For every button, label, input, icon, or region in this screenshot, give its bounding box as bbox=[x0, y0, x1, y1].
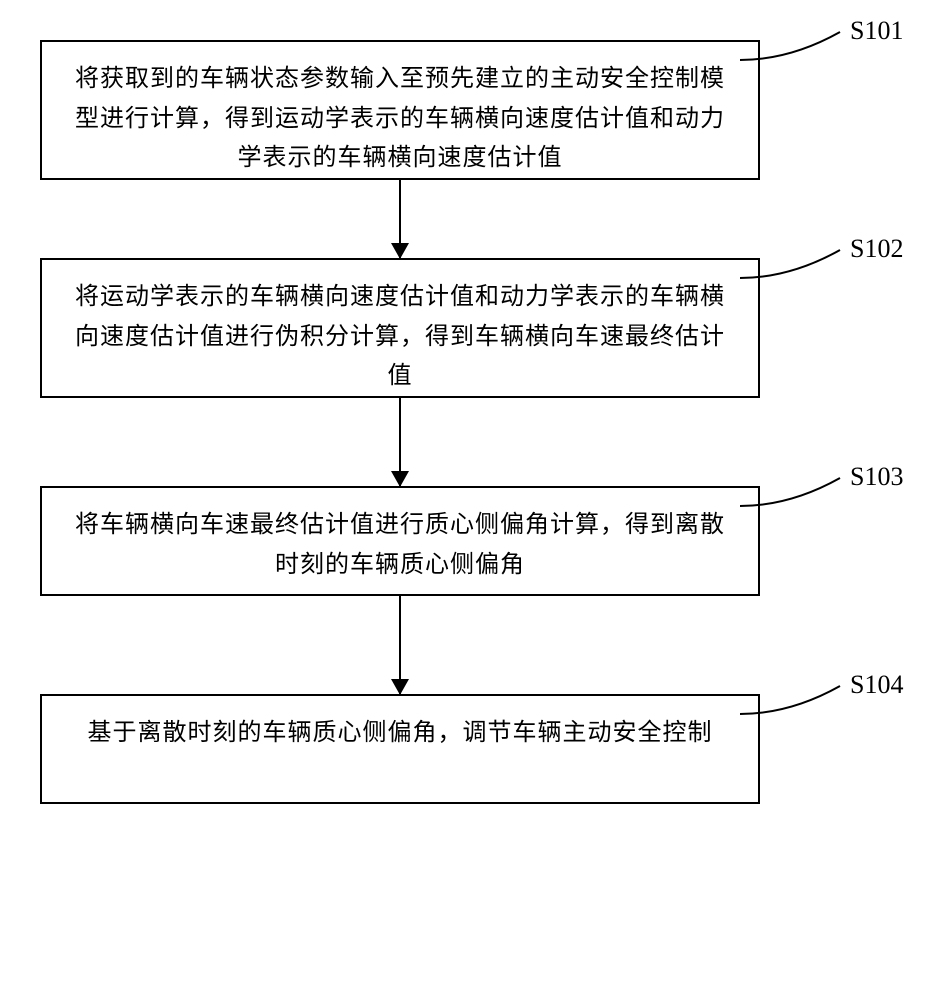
step-box-4: 基于离散时刻的车辆质心侧偏角，调节车辆主动安全控制 bbox=[40, 694, 760, 804]
flowchart-container: S101 将获取到的车辆状态参数输入至预先建立的主动安全控制模型进行计算，得到运… bbox=[40, 40, 890, 804]
step-box-3: 将车辆横向车速最终估计值进行质心侧偏角计算，得到离散时刻的车辆质心侧偏角 bbox=[40, 486, 760, 596]
step-group-3: S103 将车辆横向车速最终估计值进行质心侧偏角计算，得到离散时刻的车辆质心侧偏… bbox=[40, 486, 890, 596]
lead-line-1 bbox=[730, 24, 870, 74]
arrow-2 bbox=[399, 398, 401, 486]
step-text-2: 将运动学表示的车辆横向速度估计值和动力学表示的车辆横向速度估计值进行伪积分计算，… bbox=[70, 278, 730, 397]
step-group-2: S102 将运动学表示的车辆横向速度估计值和动力学表示的车辆横向速度估计值进行伪… bbox=[40, 258, 890, 398]
arrow-wrap-2 bbox=[40, 398, 760, 486]
step-label-2: S102 bbox=[850, 234, 903, 264]
arrow-wrap-3 bbox=[40, 596, 760, 694]
step-label-3: S103 bbox=[850, 462, 903, 492]
step-group-1: S101 将获取到的车辆状态参数输入至预先建立的主动安全控制模型进行计算，得到运… bbox=[40, 40, 890, 180]
lead-line-2 bbox=[730, 242, 870, 292]
lead-line-3 bbox=[730, 470, 870, 520]
step-text-1: 将获取到的车辆状态参数输入至预先建立的主动安全控制模型进行计算，得到运动学表示的… bbox=[70, 60, 730, 179]
step-label-1: S101 bbox=[850, 16, 903, 46]
arrow-1 bbox=[399, 180, 401, 258]
step-box-1: 将获取到的车辆状态参数输入至预先建立的主动安全控制模型进行计算，得到运动学表示的… bbox=[40, 40, 760, 180]
lead-line-4 bbox=[730, 678, 870, 728]
arrow-wrap-1 bbox=[40, 180, 760, 258]
step-label-4: S104 bbox=[850, 670, 903, 700]
step-group-4: S104 基于离散时刻的车辆质心侧偏角，调节车辆主动安全控制 bbox=[40, 694, 890, 804]
step-text-3: 将车辆横向车速最终估计值进行质心侧偏角计算，得到离散时刻的车辆质心侧偏角 bbox=[70, 506, 730, 585]
arrow-3 bbox=[399, 596, 401, 694]
step-text-4: 基于离散时刻的车辆质心侧偏角，调节车辆主动安全控制 bbox=[70, 714, 730, 754]
step-box-2: 将运动学表示的车辆横向速度估计值和动力学表示的车辆横向速度估计值进行伪积分计算，… bbox=[40, 258, 760, 398]
